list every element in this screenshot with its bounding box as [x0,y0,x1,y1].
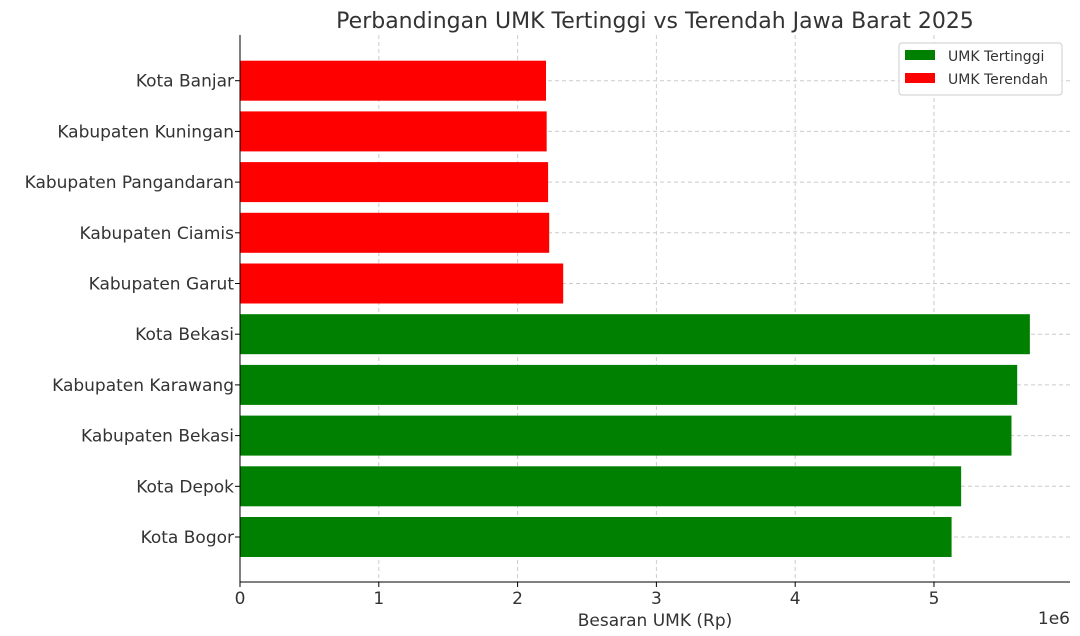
x-tick-label: 5 [929,589,940,609]
x-tick-labels: 0 1 2 3 4 5 [235,582,940,609]
x-axis-label: Besaran UMK (Rp) [578,611,733,631]
x-tick-label: 3 [651,589,662,609]
y-tick-label: Kabupaten Garut [89,275,235,295]
x-tick-label: 2 [512,589,523,609]
legend-label-terendah: UMK Terendah [948,72,1048,88]
bar-kabupaten-kuningan [240,111,547,152]
y-tick-labels: Kota Bogor Kota Depok Kabupaten Bekasi Kabu… [25,72,240,548]
legend: UMK Tertinggi UMK Terendah [898,42,1063,96]
legend-swatch-terendah [905,73,935,83]
y-tick-label: Kabupaten Bekasi [81,427,234,447]
legend-label-tertinggi: UMK Tertinggi [948,49,1044,65]
x-offset-label: 1e6 [1038,609,1070,629]
y-tick-label: Kota Banjar [136,72,234,92]
bar-kota-bekasi [240,314,1030,355]
y-tick-label: Kabupaten Karawang [52,376,234,396]
bar-kota-depok [240,466,962,507]
bar-kota-banjar [240,60,547,101]
y-tick-label: Kabupaten Ciamis [80,224,235,244]
chart-title: Perbandingan UMK Tertinggi vs Terendah J… [336,9,974,34]
x-tick-label: 0 [235,589,246,609]
bar-kabupaten-ciamis [240,212,550,253]
bar-kabupaten-garut [240,263,564,304]
x-tick-label: 4 [790,589,801,609]
bars [240,60,1030,557]
bar-kabupaten-bekasi [240,415,1012,456]
x-tick-label: 1 [373,589,384,609]
bar-kabupaten-pangandaran [240,162,549,203]
y-tick-label: Kota Bekasi [135,325,234,345]
legend-box [898,42,1063,96]
y-tick-label: Kabupaten Pangandaran [25,173,234,193]
bar-kota-bogor [240,517,952,557]
y-tick-label: Kota Bogor [141,528,234,548]
bar-kabupaten-karawang [240,364,1018,405]
y-tick-label: Kabupaten Kuningan [57,122,234,142]
legend-swatch-tertinggi [905,50,935,60]
y-tick-label: Kota Depok [136,477,234,497]
